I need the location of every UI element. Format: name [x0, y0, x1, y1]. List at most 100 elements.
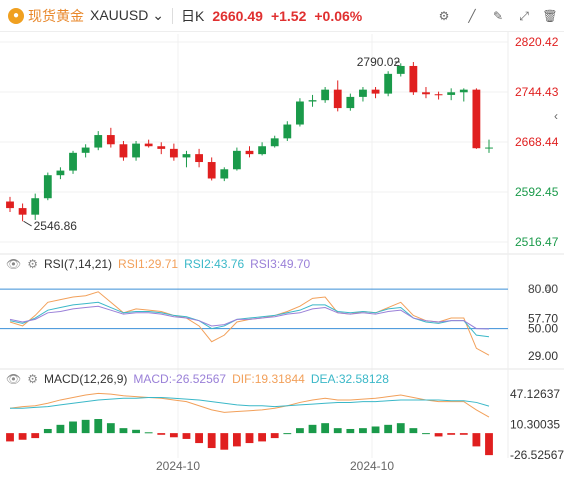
macd-histogram-bar: [119, 428, 128, 434]
macd-histogram-bar: [270, 433, 279, 439]
macd-histogram-bar: [245, 433, 254, 444]
divider: [171, 7, 173, 24]
line-tool-icon[interactable]: ╱: [468, 9, 476, 23]
macd-histogram-bar: [232, 433, 241, 447]
low-annotation: 2546.86: [34, 219, 78, 233]
settings-icon[interactable]: ⚙: [438, 9, 450, 23]
collapse-left-icon[interactable]: ‹: [554, 109, 558, 123]
candle-body: [371, 89, 380, 94]
candle-body: [422, 92, 430, 95]
candle-body: [232, 150, 241, 170]
candle-body: [94, 135, 103, 148]
candle-body: [182, 154, 191, 158]
macd-histogram-bar: [333, 428, 342, 434]
macd-histogram-bar: [207, 433, 216, 449]
dea-line: [10, 396, 490, 409]
candle-body: [56, 170, 65, 176]
macd-histogram-bar: [6, 433, 14, 442]
macd-histogram-bar: [283, 433, 292, 435]
period-selector[interactable]: 日K: [181, 6, 204, 26]
macd-histogram-bar: [296, 428, 304, 434]
macd-histogram-bar: [18, 433, 27, 440]
candle-body: [296, 101, 304, 125]
macd-label-row: 👁 ⚙ MACD(12,26,9) MACD:-26.52567 DIF:19.…: [6, 372, 395, 386]
candle-body: [472, 89, 481, 149]
macd-histogram-bar: [31, 433, 40, 439]
candle-body: [43, 175, 52, 199]
macd-histogram-bar: [321, 423, 330, 434]
macd-value: MACD:-26.52567: [133, 372, 227, 386]
macd-histogram-bar: [132, 429, 140, 434]
price-change-pct: +0.06%: [314, 7, 363, 24]
brand-label: 现货黄金: [28, 7, 84, 24]
candle-body: [447, 92, 456, 95]
macd-histogram-bar: [106, 423, 115, 434]
rsi-axis-label: 50.00: [528, 322, 558, 336]
top-toolbar: ● 现货黄金 XAUUSD ⌄ 日K 2660.49 +1.52 +0.06%: [0, 0, 564, 32]
candle-body: [169, 148, 178, 158]
macd-histogram-bar: [422, 433, 430, 435]
candle-body: [119, 144, 128, 158]
macd-histogram-bar: [384, 424, 393, 434]
candle-body: [485, 147, 493, 149]
candle-body: [106, 135, 115, 145]
gold-logo-icon: ●: [8, 7, 24, 24]
macd-histogram-bar: [56, 424, 65, 434]
macd-histogram-bar: [94, 419, 103, 434]
candle-body: [434, 94, 443, 96]
candle-body: [132, 143, 140, 158]
macd-histogram-bar: [472, 433, 481, 447]
rsi-axis-label: 29.00: [528, 349, 558, 363]
macd-histogram-bar: [371, 426, 380, 434]
rsi-axis-label: 57.70: [528, 311, 558, 325]
brush-icon[interactable]: ✎: [492, 9, 504, 23]
macd-eye-icon[interactable]: 👁: [6, 372, 22, 386]
rsi-settings-icon[interactable]: ⚙: [27, 257, 38, 271]
candle-body: [18, 208, 27, 215]
macd-axis-label: 47.12637: [510, 387, 560, 401]
high-annotation: 2790.02: [357, 55, 401, 69]
macd-axis-label: -26.52567: [510, 448, 564, 462]
rsi-label-row: 👁 ⚙ RSI(7,14,21) RSI1:29.71 RSI2:43.76 R…: [6, 257, 316, 271]
rsi-axis-overlap-label: 80.40: [528, 282, 558, 296]
rsi1-value: RSI1:29.71: [118, 257, 179, 271]
macd-histogram-bar: [359, 428, 367, 434]
candle-body: [81, 147, 90, 153]
expand-icon[interactable]: ⤢: [519, 9, 529, 23]
rsi-eye-icon[interactable]: 👁: [6, 257, 22, 271]
candle-body: [144, 143, 153, 147]
candle-body: [346, 96, 355, 109]
dea-value: DEA:32.58128: [310, 372, 389, 386]
macd-histogram-bar: [258, 433, 267, 442]
candle-body: [220, 169, 229, 179]
candle-body: [258, 146, 267, 155]
symbol-selector[interactable]: XAUUSD ⌄: [90, 7, 164, 24]
rsi3-value: RSI3:49.70: [250, 257, 311, 271]
price-axis-label: 2516.47: [515, 235, 559, 249]
symbol-label: XAUUSD: [90, 7, 149, 23]
rsi2-line: [9, 301, 490, 338]
trash-icon[interactable]: 🗑: [542, 9, 558, 23]
macd-settings-icon[interactable]: ⚙: [27, 372, 38, 386]
last-price: 2660.49: [212, 7, 263, 24]
candle-body: [207, 162, 216, 179]
macd-histogram-bar: [396, 423, 405, 434]
macd-histogram-bar: [43, 428, 52, 434]
macd-axis-label: 10.30035: [510, 418, 560, 432]
macd-histogram-bar: [182, 433, 191, 439]
macd-histogram-bar: [69, 421, 77, 434]
macd-histogram-bar: [81, 419, 90, 434]
macd-histogram-bar: [346, 428, 355, 434]
x-axis-label: 2024-10: [156, 459, 200, 473]
rsi-name: RSI(7,14,21): [44, 257, 113, 271]
candle-body: [245, 150, 254, 155]
candle-body: [157, 146, 166, 149]
price-axis-label: 2744.43: [515, 85, 559, 99]
candle-body: [321, 89, 330, 101]
macd-histogram-bar: [447, 433, 456, 435]
macd-histogram-bar: [169, 433, 178, 438]
candle-body: [459, 89, 468, 93]
period-label: 日K: [180, 7, 205, 24]
x-axis-label: 2024-10: [350, 459, 394, 473]
